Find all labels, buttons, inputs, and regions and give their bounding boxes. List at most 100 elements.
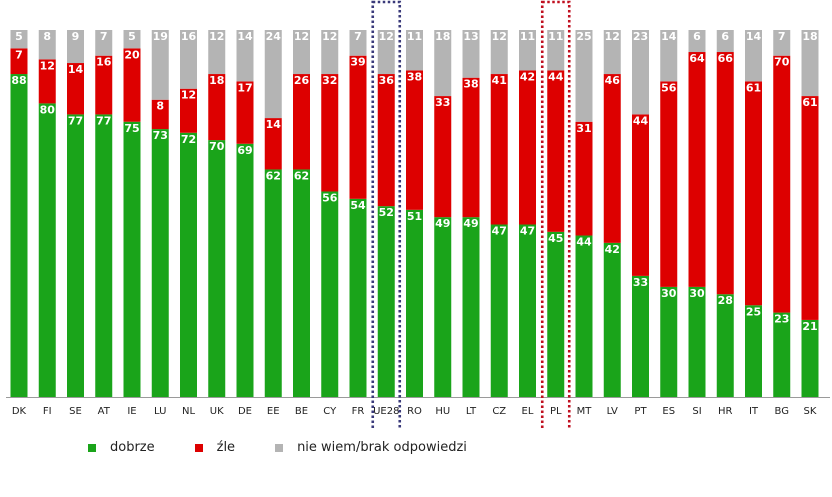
data-label-zle-pl: 44: [548, 70, 564, 83]
data-label-zle-es: 56: [661, 81, 677, 94]
data-label-zle-nl: 12: [181, 89, 196, 102]
data-label-zle-fi: 12: [40, 59, 55, 72]
bar-dobrze-uk: [208, 140, 226, 397]
x-tick-label-hr: HR: [718, 406, 733, 417]
data-label-zle-el: 42: [520, 70, 535, 83]
bar-dobrze-pl: [547, 231, 565, 397]
bar-zle-lu: [151, 99, 169, 130]
bar-nie-wiem-brak-odpowiedzi-cz: [490, 30, 508, 75]
data-label-dobrze-de: 69: [237, 144, 252, 157]
data-label-dobrze-mt: 44: [576, 236, 592, 249]
data-label-nie-wiem-brak-odpowiedzi-nl: 16: [181, 30, 197, 43]
bar-nie-wiem-brak-odpowiedzi-nl: [180, 30, 197, 89]
data-label-nie-wiem-brak-odpowiedzi-be: 12: [294, 30, 309, 43]
data-label-nie-wiem-brak-odpowiedzi-de: 14: [237, 30, 253, 43]
data-label-dobrze-fi: 80: [40, 103, 56, 116]
bar-nie-wiem-brak-odpowiedzi-uk: [208, 30, 226, 75]
bar-dobrze-be: [293, 169, 310, 397]
bar-nie-wiem-brak-odpowiedzi-es: [660, 30, 678, 82]
bar-dobrze-fi: [38, 103, 56, 398]
data-label-nie-wiem-brak-odpowiedzi-cy: 12: [322, 30, 337, 43]
x-tick-label-si: SI: [692, 406, 701, 417]
data-label-nie-wiem-brak-odpowiedzi-el: 11: [520, 30, 535, 43]
data-label-dobrze-be: 62: [294, 169, 309, 182]
data-label-dobrze-si: 30: [689, 287, 705, 300]
data-label-dobrze-ro: 51: [407, 210, 422, 223]
bar-nie-wiem-brak-odpowiedzi-pt: [632, 30, 649, 115]
legend-swatch-dobrze: [88, 443, 96, 452]
legend-label-dobrze: dobrze: [110, 440, 155, 455]
stacked-bar-chart: 8875801287714977167752057381972121670181…: [6, 0, 830, 430]
bar-dobrze-cy: [321, 191, 339, 397]
bar-dobrze-dk: [10, 74, 28, 397]
data-label-zle-at: 16: [96, 56, 112, 69]
x-tick-label-ie: IE: [127, 406, 136, 417]
x-tick-label-ro: RO: [407, 406, 422, 417]
bar-zle-pl: [547, 70, 565, 232]
data-label-nie-wiem-brak-odpowiedzi-pt: 23: [633, 30, 648, 43]
x-tick-label-cy: CY: [323, 406, 337, 417]
x-tick-label-sk: SK: [804, 406, 817, 417]
data-label-zle-cz: 41: [492, 74, 507, 87]
bar-dobrze-hr: [716, 294, 734, 397]
data-label-zle-dk: 7: [15, 48, 23, 61]
data-label-dobrze-ie: 75: [124, 122, 139, 135]
bar-zle-cz: [490, 74, 508, 225]
data-label-zle-lt: 38: [463, 78, 478, 91]
data-label-dobrze-at: 77: [96, 114, 111, 127]
data-label-dobrze-nl: 72: [181, 133, 196, 146]
data-label-nie-wiem-brak-odpowiedzi-es: 14: [661, 30, 677, 43]
bar-dobrze-ie: [123, 121, 141, 397]
bar-zle-hu: [434, 96, 452, 218]
data-label-zle-it: 61: [746, 81, 761, 94]
legend-item-nie-wiem: nie wiem/brak odpowiedzi: [275, 440, 467, 455]
bar-nie-wiem-brak-odpowiedzi-de: [236, 30, 254, 82]
bar-zle-ue28: [377, 74, 395, 207]
data-label-nie-wiem-brak-odpowiedzi-ee: 24: [266, 30, 282, 43]
data-label-dobrze-hu: 49: [435, 217, 450, 230]
legend: dobrze źle nie wiem/brak odpowiedzi: [88, 440, 507, 455]
bar-dobrze-ro: [406, 209, 423, 397]
bar-nie-wiem-brak-odpowiedzi-it: [745, 30, 762, 82]
bar-zle-it: [745, 81, 762, 306]
data-label-dobrze-lt: 49: [463, 217, 478, 230]
bar-nie-wiem-brak-odpowiedzi-bg: [773, 30, 791, 56]
data-label-nie-wiem-brak-odpowiedzi-si: 6: [693, 30, 701, 43]
bar-dobrze-fr: [349, 198, 367, 397]
bar-zle-es: [660, 81, 678, 287]
highlight-box-pl: [540, 0, 571, 430]
bar-nie-wiem-brak-odpowiedzi-be: [293, 30, 310, 75]
bar-dobrze-sk: [801, 319, 819, 397]
data-label-dobrze-cz: 47: [492, 225, 507, 238]
bar-dobrze-hu: [434, 217, 452, 397]
data-label-nie-wiem-brak-odpowiedzi-fi: 8: [43, 30, 51, 43]
data-label-zle-sk: 61: [802, 96, 817, 109]
bar-dobrze-lv: [603, 242, 621, 397]
x-tick-label-es: ES: [662, 406, 675, 417]
data-label-dobrze-lu: 73: [153, 129, 168, 142]
highlight-box-ue28: [371, 0, 402, 430]
bar-zle-sk: [801, 96, 819, 320]
x-tick-label-be: BE: [295, 406, 308, 417]
bar-zle-pt: [632, 114, 649, 276]
data-label-dobrze-es: 30: [661, 287, 677, 300]
bar-zle-fr: [349, 55, 367, 199]
data-label-zle-fr: 39: [350, 56, 365, 69]
data-label-nie-wiem-brak-odpowiedzi-dk: 5: [15, 30, 23, 43]
data-label-zle-ee: 14: [266, 118, 282, 131]
x-tick-label-se: SE: [69, 406, 82, 417]
bar-nie-wiem-brak-odpowiedzi-hu: [434, 30, 452, 97]
x-tick-label-lv: LV: [607, 406, 618, 417]
bar-zle-ee: [264, 118, 282, 170]
data-label-zle-ie: 20: [124, 48, 140, 61]
x-tick-label-pl: PL: [550, 406, 562, 417]
data-label-dobrze-pl: 45: [548, 232, 563, 245]
data-label-nie-wiem-brak-odpowiedzi-ro: 11: [407, 30, 422, 43]
data-label-zle-pt: 44: [633, 114, 649, 127]
x-tick-label-cz: CZ: [492, 406, 506, 417]
data-label-nie-wiem-brak-odpowiedzi-cz: 12: [492, 30, 507, 43]
data-label-zle-se: 14: [68, 63, 84, 76]
legend-swatch-nie-wiem: [275, 443, 284, 452]
bar-zle-ie: [123, 48, 141, 122]
x-tick-label-fr: FR: [352, 406, 365, 417]
